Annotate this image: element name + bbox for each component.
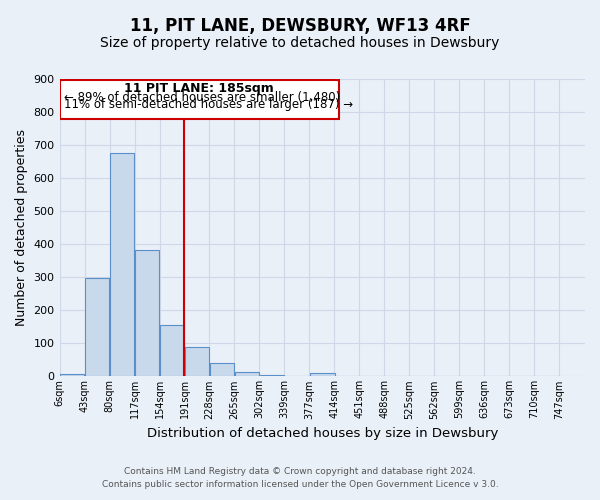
FancyBboxPatch shape — [59, 80, 339, 120]
Bar — [260, 374, 284, 376]
Bar — [209, 363, 235, 376]
Text: Contains HM Land Registry data © Crown copyright and database right 2024.: Contains HM Land Registry data © Crown c… — [124, 467, 476, 476]
Text: 11, PIT LANE, DEWSBURY, WF13 4RF: 11, PIT LANE, DEWSBURY, WF13 4RF — [130, 18, 470, 36]
X-axis label: Distribution of detached houses by size in Dewsbury: Distribution of detached houses by size … — [146, 427, 498, 440]
Bar — [110, 153, 134, 376]
Text: ← 89% of detached houses are smaller (1,480): ← 89% of detached houses are smaller (1,… — [64, 90, 340, 104]
Y-axis label: Number of detached properties: Number of detached properties — [15, 129, 28, 326]
Bar — [60, 374, 85, 376]
Bar — [160, 324, 184, 376]
Text: 11% of semi-detached houses are larger (187) →: 11% of semi-detached houses are larger (… — [64, 98, 353, 111]
Bar — [85, 278, 109, 376]
Text: Size of property relative to detached houses in Dewsbury: Size of property relative to detached ho… — [100, 36, 500, 50]
Text: Contains public sector information licensed under the Open Government Licence v : Contains public sector information licen… — [101, 480, 499, 489]
Bar — [185, 346, 209, 376]
Bar — [310, 373, 335, 376]
Bar — [134, 250, 160, 376]
Bar — [235, 372, 259, 376]
Text: 11 PIT LANE: 185sqm: 11 PIT LANE: 185sqm — [124, 82, 274, 96]
